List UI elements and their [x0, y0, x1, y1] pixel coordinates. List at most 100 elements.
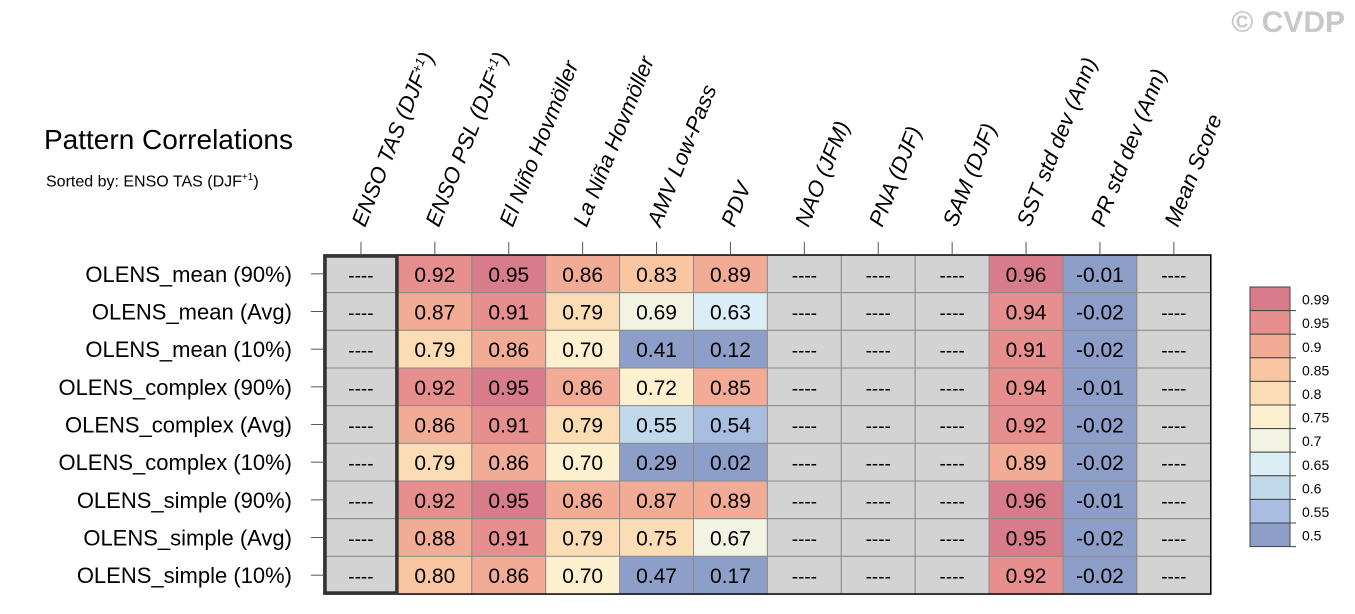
cell-value-label: ---- — [348, 304, 373, 325]
cell-value-label: 0.91 — [488, 528, 529, 551]
heatmap-cell — [914, 405, 990, 444]
cell-value-label: 0.55 — [636, 415, 677, 438]
cell-value-label: ---- — [1161, 379, 1186, 400]
heatmap-cell — [840, 442, 916, 482]
cell-value-label: 0.86 — [488, 339, 529, 362]
heatmap-cell — [693, 555, 768, 595]
column-label: SAM (DJF) — [938, 120, 1002, 230]
heatmap-cell — [1062, 367, 1138, 407]
heatmap-cell — [766, 442, 842, 482]
colorbar-label: 0.99 — [1302, 292, 1329, 308]
cell-value-label: ---- — [348, 379, 373, 400]
heatmap-cell — [1136, 367, 1212, 407]
cell-value-label: ---- — [939, 266, 964, 287]
heatmap-cell — [693, 518, 768, 557]
heatmap-cell — [545, 555, 621, 595]
cell-value-label: ---- — [1161, 454, 1186, 475]
cell-value-label: ---- — [866, 304, 891, 325]
cell-value-label: 0.89 — [710, 490, 751, 513]
column-label: Mean Score — [1159, 111, 1227, 230]
cell-value-label: 0.69 — [636, 302, 677, 325]
colorbar-swatch — [1249, 428, 1291, 453]
heatmap-cell — [1136, 329, 1212, 369]
cell-value-label: ---- — [348, 417, 373, 438]
cell-value-label: ---- — [792, 454, 817, 475]
cell-value-label: 0.12 — [710, 339, 751, 362]
heatmap-cell — [619, 254, 694, 294]
column-label: ENSO PSL (DJF+1) — [420, 48, 513, 229]
heatmap-cell — [1136, 518, 1212, 557]
colorbar-label: 0.9 — [1302, 339, 1322, 355]
heatmap-cell — [914, 329, 990, 369]
cell-value-label: 0.79 — [562, 302, 603, 325]
cell-value-label: 0.86 — [562, 490, 603, 513]
cell-value-label: 0.86 — [488, 452, 529, 475]
chart-title: Pattern Correlations — [44, 124, 294, 155]
cell-value-label: 0.17 — [710, 565, 751, 588]
colorbar-swatch — [1249, 333, 1291, 359]
colorbar-label: 0.5 — [1302, 528, 1322, 544]
row-label: OLENS_complex (10%) — [58, 450, 292, 475]
cell-value-label: 0.92 — [414, 490, 455, 513]
cell-value-label: 0.80 — [414, 565, 455, 588]
heatmap-cell — [323, 480, 399, 520]
cell-value-label: 0.87 — [636, 490, 677, 513]
cell-value-label: -0.02 — [1076, 528, 1124, 551]
cell-value-label: ---- — [939, 417, 964, 438]
row-label: OLENS_mean (90%) — [85, 262, 292, 287]
heatmap-cell — [1062, 518, 1138, 557]
cell-value-label: ---- — [866, 492, 891, 513]
heatmap-cell — [545, 367, 621, 407]
chart-subtitle: Sorted by: ENSO TAS (DJF+1) — [46, 172, 259, 191]
heatmap-cell — [988, 367, 1064, 407]
heatmap-cell — [988, 555, 1064, 595]
heatmap-cell — [471, 254, 547, 294]
heatmap-cell — [1062, 405, 1138, 444]
cell-value-label: ---- — [866, 454, 891, 475]
colorbar-swatch — [1249, 380, 1291, 406]
row-label: OLENS_mean (Avg) — [92, 300, 292, 325]
heatmap-cell — [545, 442, 621, 482]
cell-value-label: 0.72 — [636, 377, 677, 400]
cell-value-label: 0.95 — [488, 264, 529, 287]
column-label: ENSO TAS (DJF+1) — [346, 48, 439, 229]
cell-value-label: ---- — [1161, 417, 1186, 438]
colorbar-swatch — [1249, 357, 1291, 382]
cell-value-label: -0.02 — [1076, 452, 1124, 475]
heatmap-cell — [397, 405, 473, 444]
cell-value-label: 0.79 — [414, 339, 455, 362]
colorbar-label: 0.95 — [1302, 315, 1329, 331]
cell-value-label: 0.86 — [562, 377, 603, 400]
cell-value-label: ---- — [792, 341, 817, 362]
heatmap-cell — [693, 442, 768, 482]
cell-value-label: ---- — [866, 530, 891, 551]
cell-value-label: 0.75 — [636, 528, 677, 551]
colorbar-swatch — [1249, 451, 1291, 477]
column-label: PR std dev (Ann) — [1085, 65, 1171, 230]
heatmap-cell — [914, 518, 990, 557]
colorbar-label: 0.65 — [1302, 457, 1329, 473]
cell-value-label: ---- — [866, 379, 891, 400]
heatmap-cell — [397, 329, 473, 369]
heatmap-cell — [1062, 442, 1138, 482]
heatmap-cell — [840, 405, 916, 444]
cell-value-label: 0.91 — [1006, 339, 1047, 362]
heatmap-cell — [693, 480, 768, 520]
heatmap-cell — [988, 329, 1064, 369]
cell-value-label: 0.96 — [1006, 490, 1047, 513]
heatmap-cell — [619, 405, 694, 444]
heatmap-cell — [840, 367, 916, 407]
cell-value-label: ---- — [1161, 492, 1186, 513]
cell-value-label: 0.92 — [1006, 565, 1047, 588]
heatmap-cell — [323, 555, 399, 595]
colorbar-label: 0.6 — [1302, 480, 1322, 496]
heatmap-cell — [397, 555, 473, 595]
cell-value-label: 0.41 — [636, 339, 677, 362]
cell-value-label: 0.70 — [562, 339, 603, 362]
column-label: PDV — [716, 176, 757, 229]
row-label: OLENS_simple (90%) — [77, 488, 292, 513]
heatmap-cell — [1062, 254, 1138, 294]
colorbar-label: 0.85 — [1302, 362, 1329, 378]
cell-value-label: 0.85 — [710, 377, 751, 400]
cell-value-label: ---- — [792, 266, 817, 287]
